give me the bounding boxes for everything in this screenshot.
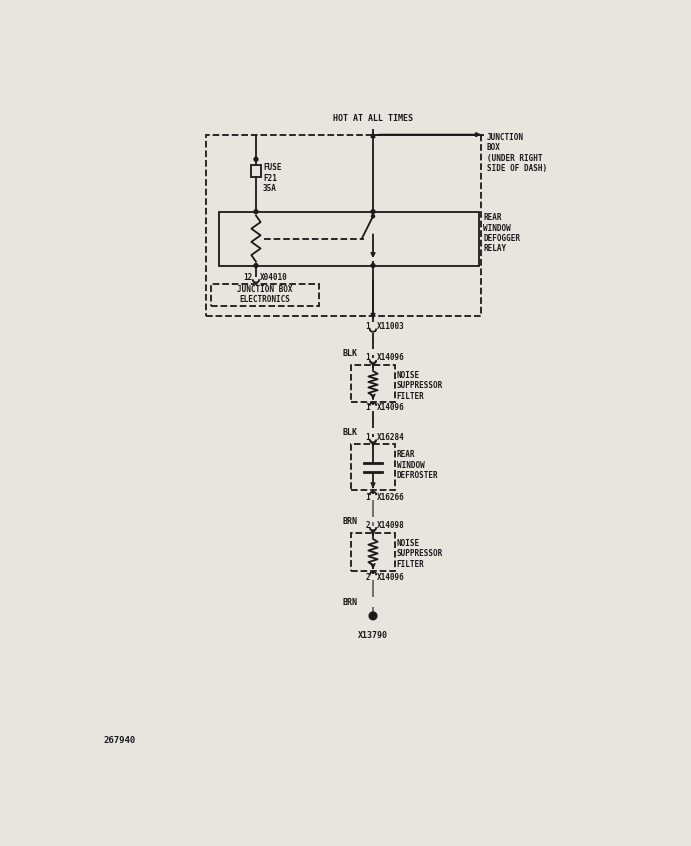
Text: X13790: X13790 bbox=[358, 631, 388, 640]
Text: X04010: X04010 bbox=[260, 272, 287, 282]
Text: BRN: BRN bbox=[343, 517, 358, 525]
Bar bbox=[352, 533, 395, 571]
Text: REAR
WINDOW
DEFROSTER: REAR WINDOW DEFROSTER bbox=[397, 450, 439, 481]
Text: 2: 2 bbox=[366, 573, 370, 582]
Text: X16266: X16266 bbox=[377, 493, 405, 502]
Bar bbox=[206, 135, 481, 316]
Text: REAR
WINDOW
DEFOGGER
RELAY: REAR WINDOW DEFOGGER RELAY bbox=[483, 213, 520, 253]
Text: FUSE
F21
35A: FUSE F21 35A bbox=[263, 163, 281, 193]
Text: 1: 1 bbox=[366, 404, 370, 413]
Bar bbox=[352, 444, 395, 491]
Text: 2: 2 bbox=[366, 520, 370, 530]
Circle shape bbox=[254, 264, 258, 267]
Bar bbox=[219, 212, 480, 266]
Text: BLK: BLK bbox=[343, 428, 358, 437]
Circle shape bbox=[371, 264, 375, 267]
Bar bbox=[252, 166, 261, 177]
Text: 1: 1 bbox=[366, 493, 370, 502]
Text: 1: 1 bbox=[366, 354, 370, 362]
Text: JUNCTION
BOX
(UNDER RIGHT
SIDE OF DASH): JUNCTION BOX (UNDER RIGHT SIDE OF DASH) bbox=[487, 133, 547, 173]
Circle shape bbox=[369, 612, 377, 620]
Text: X14096: X14096 bbox=[377, 354, 405, 362]
Text: 267940: 267940 bbox=[104, 736, 135, 745]
Text: X14096: X14096 bbox=[377, 404, 405, 413]
Text: BLK: BLK bbox=[343, 349, 358, 358]
Text: 12: 12 bbox=[244, 272, 253, 282]
Bar bbox=[211, 284, 319, 305]
Text: X16284: X16284 bbox=[377, 433, 405, 442]
Text: X11003: X11003 bbox=[377, 321, 405, 331]
Text: NOISE
SUPPRESSOR
FILTER: NOISE SUPPRESSOR FILTER bbox=[397, 371, 443, 401]
Circle shape bbox=[254, 157, 258, 162]
Text: BRN: BRN bbox=[343, 597, 358, 607]
Bar bbox=[352, 365, 395, 402]
Text: 1: 1 bbox=[366, 433, 370, 442]
Text: X14098: X14098 bbox=[377, 520, 405, 530]
Circle shape bbox=[371, 210, 375, 213]
Text: HOT AT ALL TIMES: HOT AT ALL TIMES bbox=[333, 114, 413, 123]
Text: X14096: X14096 bbox=[377, 573, 405, 582]
Circle shape bbox=[372, 215, 375, 217]
Text: JUNCTION BOX
ELECTRONICS: JUNCTION BOX ELECTRONICS bbox=[238, 285, 293, 305]
Circle shape bbox=[254, 210, 258, 213]
Text: NOISE
SUPPRESSOR
FILTER: NOISE SUPPRESSOR FILTER bbox=[397, 539, 443, 569]
Text: 1: 1 bbox=[366, 321, 370, 331]
